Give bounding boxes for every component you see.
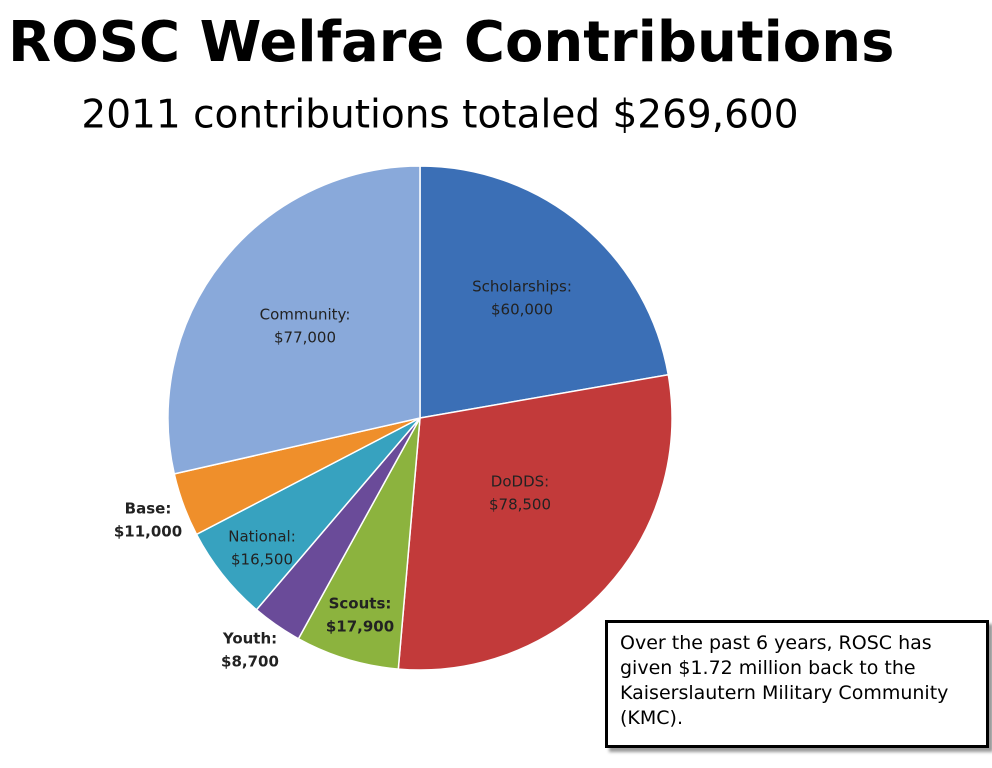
pie-slice	[419, 165, 670, 419]
slice-value-label: $60,000	[491, 301, 553, 319]
slice-value-label: $8,700	[221, 653, 279, 671]
annotation: Over the past 6 years, ROSC has given $1…	[605, 620, 989, 748]
slice-value-label: $78,500	[489, 496, 551, 514]
slice-value-label: $17,900	[326, 618, 394, 636]
chart-title: ROSC Welfare Contributions	[8, 10, 894, 75]
slice-label: Scholarships:	[472, 278, 572, 296]
slice-label: Base:	[125, 500, 172, 518]
slice-label: Community:	[260, 306, 351, 324]
slice-value-label: $16,500	[231, 551, 293, 569]
slice-value-label: $11,000	[114, 523, 182, 541]
slice-label: National:	[228, 528, 296, 546]
slice-label: Youth:	[222, 630, 277, 648]
pie-slice	[397, 373, 673, 671]
chart-subtitle: 2011 contributions totaled $269,600	[81, 93, 798, 138]
slice-label: Scouts:	[329, 595, 392, 613]
pie-slice	[167, 165, 421, 475]
slice-value-label: $77,000	[274, 329, 336, 347]
slice-label: DoDDS:	[491, 473, 549, 491]
